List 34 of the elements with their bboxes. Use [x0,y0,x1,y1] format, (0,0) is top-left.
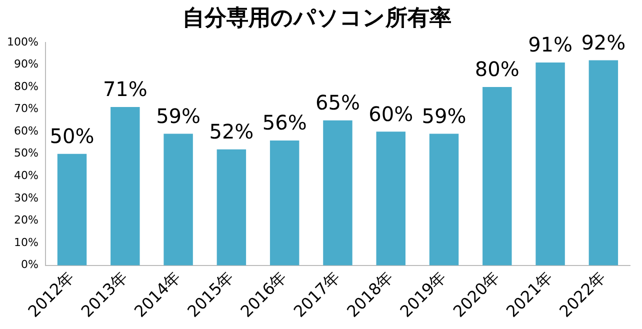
data-label: 59% [422,104,466,128]
data-label: 71% [102,77,148,102]
bar [323,120,352,266]
y-tick-label: 20% [14,214,38,227]
bar [270,140,300,266]
chart-title: 自分専用のパソコン所有率 [182,4,452,31]
data-label: 50% [50,124,94,148]
y-tick-label: 30% [14,191,38,204]
bar [588,60,618,266]
bar [110,107,140,266]
bar [482,86,512,266]
bar [536,62,565,266]
y-tick-label: 80% [14,80,38,93]
y-tick-label: 100% [6,35,38,48]
data-label: 92% [581,30,626,54]
y-tick-label: 0% [20,258,38,272]
data-label: 56% [262,110,307,135]
bar [57,154,87,266]
data-label: 60% [368,102,414,126]
y-tick-label: 40% [14,169,38,182]
data-label: 91% [528,32,573,57]
data-label: 65% [315,90,360,115]
y-tick-label: 70% [14,102,38,116]
y-tick-label: 10% [14,236,38,249]
bar [429,134,459,266]
y-tick-label: 60% [14,124,38,138]
data-label: 59% [156,104,201,128]
y-tick-label: 90% [14,58,38,71]
bar [164,134,193,266]
data-label: 80% [474,57,520,82]
bar [376,132,406,266]
y-tick-label: 50% [14,146,38,160]
bar [216,149,246,266]
data-label: 52% [209,120,254,144]
